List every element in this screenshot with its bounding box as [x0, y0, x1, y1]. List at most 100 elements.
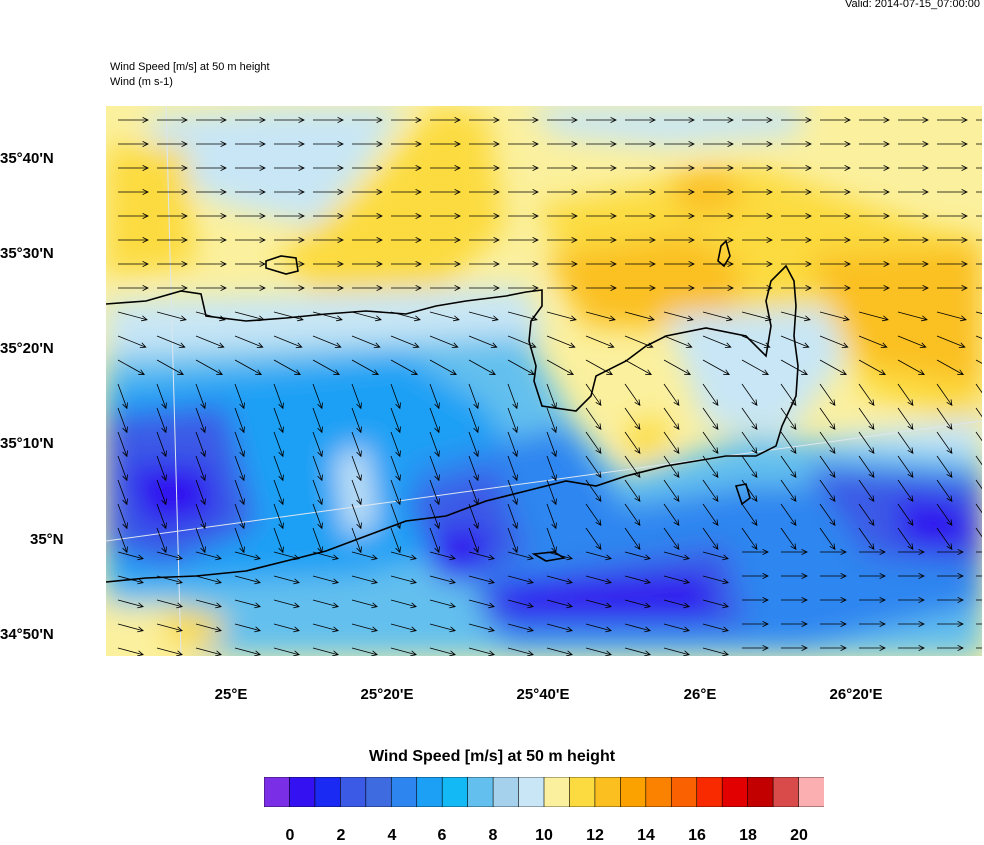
- wind-arrow: [468, 311, 499, 322]
- wind-arrow: [898, 165, 929, 171]
- wind-arrow: [117, 479, 128, 506]
- wind-arrow: [859, 165, 890, 171]
- wind-arrow: [585, 527, 602, 551]
- wind-arrow: [820, 285, 851, 291]
- field-title: Wind Speed [m/s] at 50 m height: [110, 61, 270, 73]
- wind-arrow: [897, 335, 927, 348]
- wind-arrow: [156, 647, 183, 656]
- wind-arrow: [858, 311, 889, 322]
- wind-arrow: [820, 645, 847, 651]
- wind-arrow: [156, 335, 186, 348]
- wind-arrow: [351, 359, 380, 376]
- colorbar-label: 10: [535, 827, 553, 844]
- wind-arrow: [429, 383, 440, 410]
- wind-arrow: [781, 549, 808, 555]
- wind-arrow: [273, 575, 300, 585]
- lon-label-26: 26°E: [683, 686, 717, 703]
- wind-arrow: [352, 237, 383, 243]
- wind-arrow: [468, 335, 498, 348]
- wind-arrow: [196, 285, 227, 291]
- wind-arrow: [898, 549, 925, 555]
- wind-arrow: [351, 335, 381, 348]
- wind-arrow: [936, 335, 966, 348]
- wind-arrow: [429, 407, 440, 434]
- wind-arrow: [429, 335, 459, 348]
- wind-arrow: [624, 647, 651, 656]
- wind-arrow: [195, 359, 224, 376]
- wind-arrow: [273, 431, 284, 458]
- wind-arrow: [429, 599, 456, 609]
- wind-arrow: [312, 647, 339, 656]
- wind-arrow: [702, 455, 719, 479]
- wind-arrow: [585, 455, 602, 479]
- wind-arrow: [586, 237, 617, 243]
- wind-arrow: [742, 189, 773, 195]
- wind-arrow: [546, 479, 557, 506]
- wind-arrow: [664, 117, 695, 123]
- wind-arrow: [429, 551, 456, 561]
- wind-arrow: [469, 237, 500, 243]
- wind-arrow: [312, 311, 343, 322]
- wind-arrow: [663, 479, 680, 503]
- wind-arrow: [235, 117, 266, 123]
- wind-arrow: [819, 311, 850, 322]
- wind-arrow: [468, 479, 479, 506]
- wind-arrow: [585, 479, 602, 503]
- wind-arrow: [859, 573, 886, 579]
- wind-arrow: [351, 503, 362, 530]
- wind-arrow: [469, 189, 500, 195]
- lat-label-35-30: 35°30'N: [0, 245, 54, 262]
- wind-vectors: [117, 117, 982, 656]
- wind-arrow: [351, 455, 362, 482]
- wind-arrow: [351, 599, 378, 609]
- wind-arrow: [429, 311, 460, 322]
- wind-arrow: [976, 263, 982, 265]
- wind-arrow: [819, 359, 848, 376]
- wind-arrow: [273, 527, 284, 554]
- wind-arrow: [507, 407, 518, 434]
- wind-arrow: [117, 455, 128, 482]
- wind-arrow: [820, 237, 851, 243]
- colorbar-swatch: [798, 777, 824, 807]
- wind-arrow: [234, 551, 261, 561]
- wind-arrow: [507, 359, 536, 376]
- wind-arrow: [780, 407, 797, 431]
- wind-arrow: [468, 647, 495, 656]
- wind-arrow: [936, 311, 967, 322]
- wind-arrow: [780, 335, 810, 348]
- wind-arrow: [429, 479, 440, 506]
- wind-arrow: [429, 527, 440, 554]
- wind-arrow: [195, 311, 226, 322]
- wind-arrow: [352, 117, 383, 123]
- wind-arrow: [273, 599, 300, 609]
- wind-arrow: [936, 359, 965, 376]
- wind-arrow: [976, 215, 982, 217]
- wind-arrow: [819, 479, 836, 503]
- wind-arrow: [391, 165, 422, 171]
- wind-arrow: [391, 117, 422, 123]
- wind-arrow: [859, 261, 890, 267]
- wind-arrow: [741, 455, 758, 479]
- wind-arrow: [859, 549, 886, 555]
- wind-arrow: [196, 117, 227, 123]
- wind-arrow: [663, 599, 690, 609]
- wind-arrow: [625, 237, 656, 243]
- wind-arrow: [702, 599, 729, 609]
- wind-arrow: [586, 285, 617, 291]
- wind-arrow: [313, 237, 344, 243]
- colorbar-swatch: [594, 777, 621, 807]
- wind-arrow: [156, 311, 187, 322]
- wind-arrow: [118, 117, 149, 123]
- wind-arrow: [976, 143, 982, 145]
- wind-arrow: [156, 455, 167, 482]
- wind-arrow: [118, 213, 149, 219]
- wind-arrow: [390, 431, 401, 458]
- wind-arrow: [663, 311, 694, 322]
- wind-arrow: [624, 479, 641, 503]
- wind-arrow: [118, 165, 149, 171]
- wind-arrow: [469, 285, 500, 291]
- wind-arrow: [820, 165, 851, 171]
- wind-arrow: [820, 117, 851, 123]
- wind-arrow: [898, 213, 929, 219]
- wind-arrow: [937, 285, 968, 291]
